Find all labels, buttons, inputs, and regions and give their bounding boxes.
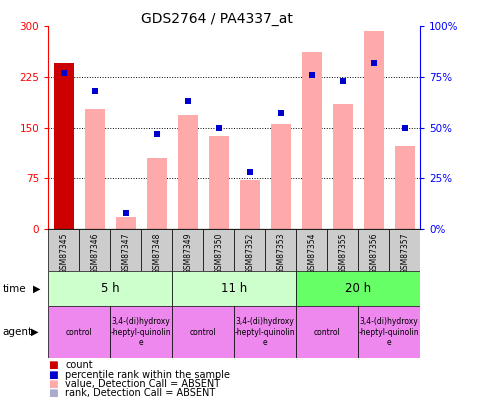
Text: GSM87346: GSM87346: [90, 232, 99, 274]
Text: 11 h: 11 h: [221, 282, 247, 295]
Bar: [296, 229, 327, 271]
Bar: [333, 104, 353, 229]
Text: GSM87349: GSM87349: [183, 232, 192, 274]
Bar: [110, 229, 142, 271]
Text: GSM87345: GSM87345: [59, 232, 68, 274]
Bar: [141, 229, 172, 271]
Text: 5 h: 5 h: [101, 282, 120, 295]
Bar: [302, 52, 322, 229]
Bar: [79, 229, 110, 271]
Text: ▶: ▶: [31, 327, 39, 337]
Text: 3,4-(di)hydroxy
-heptyl-quinolin
e: 3,4-(di)hydroxy -heptyl-quinolin e: [359, 317, 420, 347]
Bar: [389, 229, 420, 271]
Bar: [364, 31, 384, 229]
Text: GDS2764 / PA4337_at: GDS2764 / PA4337_at: [142, 12, 293, 26]
Text: percentile rank within the sample: percentile rank within the sample: [65, 370, 230, 379]
Text: GSM87352: GSM87352: [245, 232, 254, 274]
Text: GSM87356: GSM87356: [369, 232, 378, 274]
Text: 3,4-(di)hydroxy
-heptyl-quinolin
e: 3,4-(di)hydroxy -heptyl-quinolin e: [111, 317, 171, 347]
Bar: [110, 306, 172, 358]
Bar: [116, 217, 136, 229]
Bar: [358, 306, 420, 358]
Text: agent: agent: [2, 327, 32, 337]
Text: ■: ■: [48, 370, 58, 379]
Bar: [54, 64, 74, 229]
Bar: [265, 229, 296, 271]
Bar: [296, 306, 358, 358]
Bar: [240, 179, 260, 229]
Text: control: control: [66, 328, 93, 337]
Text: ■: ■: [48, 379, 58, 389]
Text: GSM87354: GSM87354: [307, 232, 316, 274]
Text: GSM87357: GSM87357: [400, 232, 409, 274]
Bar: [48, 306, 110, 358]
Text: control: control: [190, 328, 217, 337]
Text: GSM87355: GSM87355: [338, 232, 347, 274]
Bar: [327, 229, 358, 271]
Text: time: time: [2, 284, 26, 294]
Bar: [147, 158, 167, 229]
Bar: [178, 115, 198, 229]
Bar: [270, 124, 291, 229]
Bar: [209, 136, 229, 229]
Text: 3,4-(di)hydroxy
-heptyl-quinolin
e: 3,4-(di)hydroxy -heptyl-quinolin e: [235, 317, 296, 347]
Text: control: control: [314, 328, 341, 337]
Text: GSM87353: GSM87353: [276, 232, 285, 274]
Text: 20 h: 20 h: [345, 282, 371, 295]
Text: count: count: [65, 360, 93, 370]
Text: ■: ■: [48, 388, 58, 398]
Text: rank, Detection Call = ABSENT: rank, Detection Call = ABSENT: [65, 388, 215, 398]
Text: GSM87350: GSM87350: [214, 232, 223, 274]
Bar: [358, 229, 389, 271]
Text: GSM87348: GSM87348: [152, 232, 161, 274]
Bar: [85, 109, 105, 229]
Text: ■: ■: [48, 360, 58, 370]
Bar: [234, 229, 265, 271]
Bar: [48, 229, 79, 271]
Bar: [296, 271, 420, 306]
Bar: [395, 147, 415, 229]
Bar: [203, 229, 234, 271]
Bar: [172, 229, 203, 271]
Bar: [172, 271, 296, 306]
Bar: [48, 271, 172, 306]
Text: GSM87347: GSM87347: [121, 232, 130, 274]
Bar: [172, 306, 234, 358]
Bar: [234, 306, 296, 358]
Text: value, Detection Call = ABSENT: value, Detection Call = ABSENT: [65, 379, 220, 389]
Text: ▶: ▶: [33, 284, 41, 294]
